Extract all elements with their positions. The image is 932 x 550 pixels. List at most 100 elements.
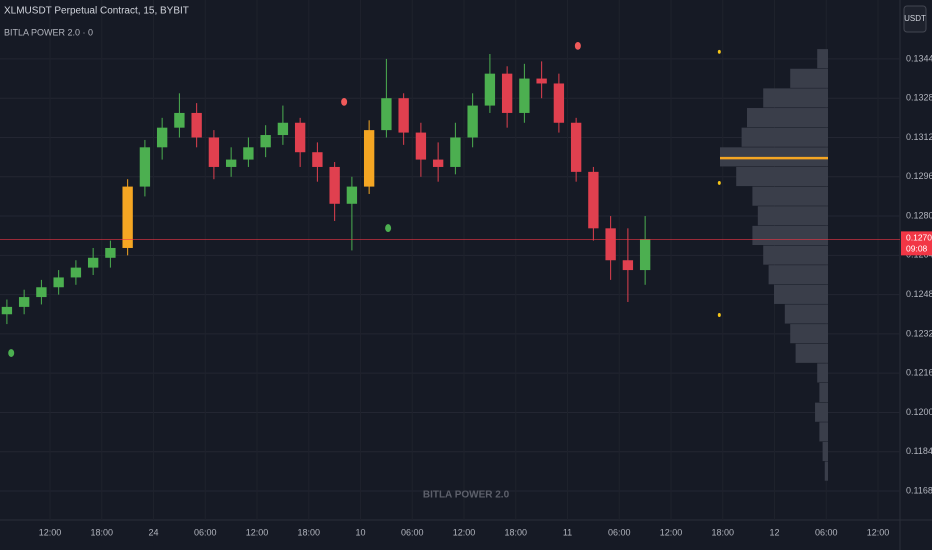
indicator-label: BITLA POWER 2.0 · 0 [4,27,93,37]
x-tick-label: 18:00 [298,527,321,537]
volume-profile [720,49,828,481]
signal-marker [574,42,581,50]
signal-marker [717,313,721,317]
x-tick-label: 18:00 [91,527,114,537]
candle-body [139,147,151,187]
profile-bar [741,127,828,147]
candle-body [519,78,530,113]
x-tick-label: 12:00 [453,527,476,537]
x-tick-label: 12 [770,527,780,537]
signal-marker [385,224,392,232]
candle-body [553,83,565,123]
x-tick-label: 06:00 [608,527,631,537]
profile-bar [819,422,828,442]
signal-marker [717,49,721,54]
overlay [0,42,900,357]
candle-body [174,112,185,128]
candle-body [588,171,599,229]
x-tick-label: 06:00 [194,527,217,537]
candle-body [243,147,254,160]
watermark: BITLA POWER 2.0 [423,490,510,501]
candle-body [570,122,582,172]
candle-body [432,159,444,167]
candle-body [191,112,202,138]
x-tick-label: 12:00 [867,527,890,537]
x-tick-label: 12:00 [246,527,269,537]
profile-bar [747,108,828,128]
profile-bar [815,402,828,422]
candle-body [260,135,271,148]
grid [0,58,900,492]
x-tick-label: 18:00 [504,527,527,537]
candle-body [639,239,651,271]
candle-body [156,127,168,148]
candle-body [1,306,13,315]
signal-marker [717,180,721,185]
profile-bar [774,284,828,304]
candle-body [450,137,461,167]
candle-body [87,257,99,268]
candle-body [70,267,82,278]
candle-body [294,122,306,153]
candle-body [398,98,409,133]
profile-bar [768,265,828,285]
x-tick-label: 10 [356,527,366,537]
candle-body [329,166,340,204]
candle-body [53,277,64,288]
profile-bar [817,49,828,69]
candle-body [346,186,358,204]
x-tick-label: 18:00 [711,527,734,537]
candle-body [381,98,392,131]
signal-marker [8,349,15,357]
candle-body [467,105,478,138]
candle-body [277,122,289,136]
candle-body [501,73,513,113]
profile-bar [763,88,828,108]
profile-bar [752,225,828,246]
signal-marker [341,97,348,106]
candle-body [605,228,616,261]
profile-bar [824,461,828,481]
candle-body [36,287,47,298]
candle-body [225,159,237,167]
candle-body [105,247,116,258]
countdown-label: 09:08 [906,244,928,254]
candle-body [622,260,634,271]
profile-bar [736,166,828,187]
profile-bar [795,343,828,363]
profile-bar [784,304,828,324]
x-tick-label: 24 [149,527,159,537]
candle-body [415,132,427,160]
candle-body [484,73,496,106]
profile-bar [790,324,828,344]
x-tick-label: 12:00 [660,527,683,537]
x-tick-label: 06:00 [815,527,838,537]
profile-bar [822,441,828,462]
currency-button[interactable] [903,5,927,33]
chart-title: XLMUSDT Perpetual Contract, 15, BYBIT [4,6,189,17]
profile-bar [757,206,828,226]
candles [1,54,651,325]
candle-body [312,152,323,167]
price-tag [901,231,932,256]
candle-body [18,297,30,307]
candle-body [363,130,375,187]
profile-bar [790,68,828,88]
x-tick-label: 06:00 [401,527,424,537]
profile-bar [763,245,828,265]
current-price-label: 0.12705 [906,233,932,243]
x-tick-label: 11 [563,527,572,537]
profile-bar [817,363,828,383]
currency-label[interactable]: USDT [904,14,926,23]
